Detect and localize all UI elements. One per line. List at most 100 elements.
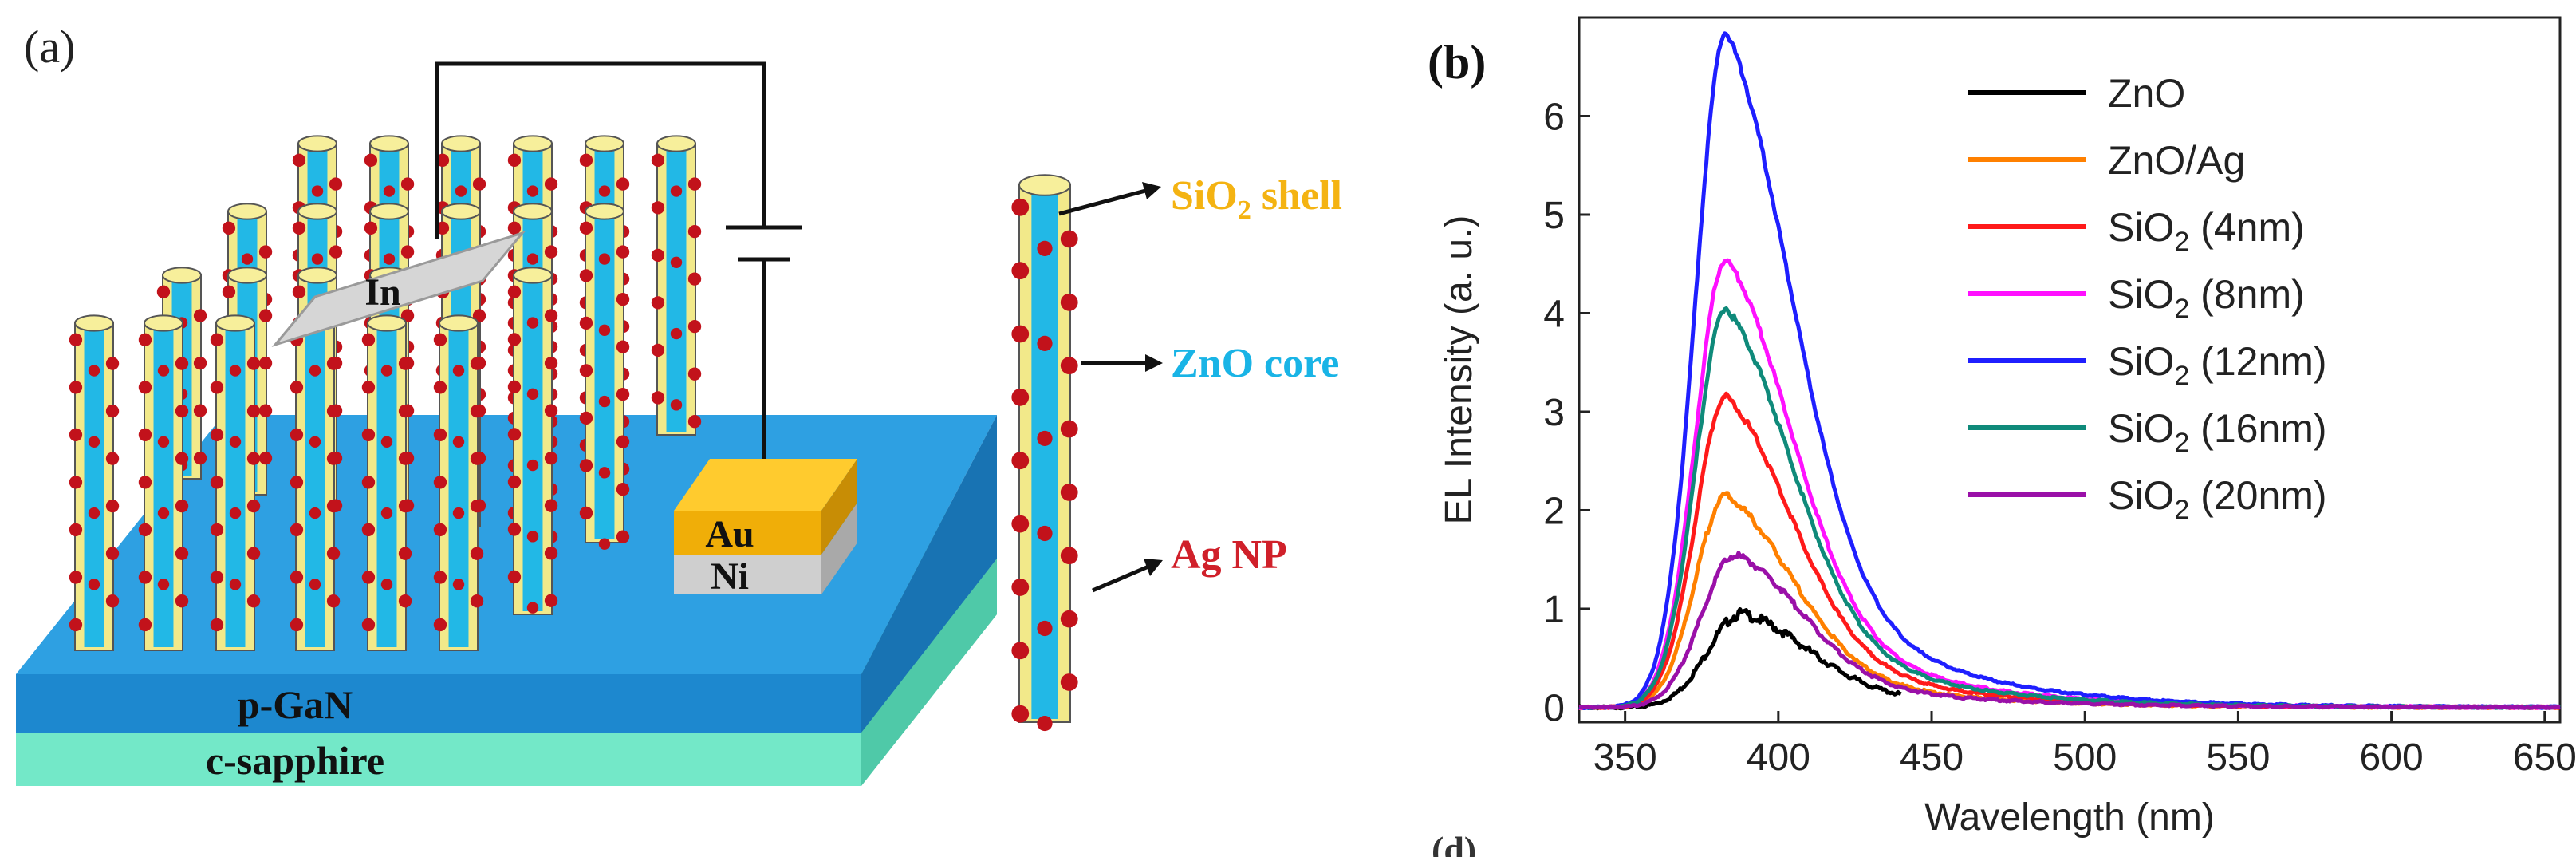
- legend-label: SiO2 (4nm): [2108, 205, 2305, 257]
- callout-arrowhead-core: [1145, 354, 1163, 372]
- x-tick-label: 450: [1900, 737, 1964, 779]
- ag-nanoparticle: [361, 333, 376, 346]
- next-panel-corner-label: (d): [1432, 829, 1476, 857]
- ag-nanoparticle: [105, 547, 120, 560]
- ag-nanoparticle: [175, 547, 189, 560]
- ag-nanoparticle: [507, 221, 522, 235]
- ag-nanoparticle: [311, 253, 324, 265]
- ag-nanoparticle: [452, 365, 465, 377]
- ag-nanoparticle: [526, 185, 539, 197]
- rod-cap: [441, 135, 481, 152]
- x-tick-label: 650: [2513, 737, 2576, 779]
- ag-nanoparticle: [1037, 240, 1053, 256]
- ag-nanoparticle: [309, 436, 321, 448]
- ag-nanoparticle: [472, 309, 486, 322]
- ag-nanoparticle: [309, 579, 321, 590]
- ag-nanoparticle: [229, 507, 242, 519]
- ag-nanoparticle: [598, 185, 611, 197]
- ni-label: Ni: [711, 555, 749, 598]
- panel-b-label: (b): [1428, 36, 1486, 89]
- ag-nanoparticle: [398, 452, 412, 465]
- callout-label-core: ZnO core: [1171, 341, 1339, 386]
- series-lines: [1578, 31, 2562, 711]
- ag-nanoparticle: [326, 499, 341, 513]
- rod-core: [1031, 190, 1058, 719]
- x-tick-label: 400: [1747, 737, 1810, 779]
- ag-nanoparticle: [105, 594, 120, 608]
- x-axis: 350 400 450 500 550 600 650: [1593, 711, 2576, 779]
- ag-nanoparticle: [526, 253, 539, 265]
- y-axis-label: EL Intensity (a. u.): [1438, 215, 1480, 525]
- ag-nanoparticle: [616, 530, 630, 543]
- legend-label: SiO2 (16nm): [2108, 406, 2327, 458]
- layer-label-p-gan: p-GaN: [238, 682, 353, 727]
- ag-nanoparticle: [507, 523, 522, 536]
- layer-label-c-sapphire: c-sapphire: [206, 738, 384, 783]
- ag-nanoparticle: [138, 618, 152, 632]
- ag-nanoparticle: [651, 296, 665, 310]
- ag-nanoparticle: [105, 499, 120, 513]
- ag-nanoparticle: [544, 177, 558, 191]
- series-line-sio2-8nm-: [1578, 258, 2561, 710]
- ag-nanoparticle: [210, 476, 224, 489]
- indium-label: In: [364, 271, 400, 314]
- rod-core: [376, 328, 397, 647]
- ag-nanoparticle: [193, 356, 207, 370]
- ag-nanoparticle: [616, 483, 630, 496]
- legend-label: SiO2 (8nm): [2108, 272, 2305, 324]
- single-nanorod-detail: [1011, 174, 1078, 732]
- series-line-sio2-4nm-: [1578, 391, 2562, 710]
- ag-nanoparticle: [157, 579, 170, 590]
- ag-nanoparticle: [361, 618, 376, 632]
- series-line-zno-ag: [1578, 491, 2561, 711]
- ag-nanoparticle: [651, 201, 665, 215]
- ag-nanoparticle: [175, 499, 189, 513]
- ag-nanoparticle: [1060, 357, 1078, 375]
- ag-nanoparticle: [435, 221, 450, 235]
- panel-a-label: (a): [24, 21, 75, 73]
- ag-nanoparticle: [670, 399, 683, 411]
- ag-nanoparticle: [507, 285, 522, 298]
- rod-cap: [439, 314, 479, 332]
- nanorod: [433, 314, 484, 651]
- legend-item: SiO2 (20nm): [1968, 473, 2327, 525]
- ag-nanoparticle: [229, 365, 242, 377]
- legend-item: SiO2 (8nm): [1968, 272, 2305, 324]
- ag-nanoparticle: [210, 571, 224, 584]
- rod-core: [153, 328, 174, 647]
- ag-nanoparticle: [175, 404, 189, 418]
- ag-nanoparticle: [472, 177, 486, 191]
- ag-nanoparticle: [544, 245, 558, 259]
- ag-nanoparticle: [69, 523, 83, 537]
- ag-nanoparticle: [69, 381, 83, 394]
- callout-arrowhead-np: [1144, 559, 1163, 576]
- ag-nanoparticle: [616, 177, 630, 191]
- ag-nanoparticle: [246, 499, 261, 513]
- ag-nanoparticle: [258, 309, 273, 322]
- ag-nanoparticle: [526, 602, 539, 614]
- ag-nanoparticle: [687, 177, 702, 191]
- ag-nanoparticle: [398, 594, 412, 608]
- ag-nanoparticle: [598, 253, 611, 265]
- ag-nanoparticle: [193, 309, 207, 322]
- ag-nanoparticle: [433, 381, 447, 394]
- rod-core: [522, 280, 543, 611]
- ag-nanoparticle: [544, 499, 558, 512]
- ag-nanoparticle: [210, 523, 224, 537]
- legend-item: ZnO/Ag: [1968, 138, 2245, 183]
- ag-nanoparticle: [1037, 715, 1053, 732]
- x-axis-label: Wavelength (nm): [1924, 796, 2215, 839]
- sapphire-front-face: [16, 730, 861, 786]
- ag-nanoparticle: [470, 594, 484, 608]
- rod-core: [448, 328, 469, 647]
- ag-nanoparticle: [687, 224, 702, 239]
- ag-nanoparticle: [361, 523, 376, 537]
- y-tick-label: 3: [1543, 392, 1565, 434]
- rod-cap: [585, 135, 624, 152]
- ag-nanoparticle: [175, 357, 189, 370]
- nanorod: [69, 314, 120, 651]
- ag-nanoparticle: [398, 547, 412, 560]
- ag-nanoparticle: [290, 428, 304, 442]
- ag-nanoparticle: [616, 387, 630, 401]
- ag-nanoparticle: [470, 499, 484, 513]
